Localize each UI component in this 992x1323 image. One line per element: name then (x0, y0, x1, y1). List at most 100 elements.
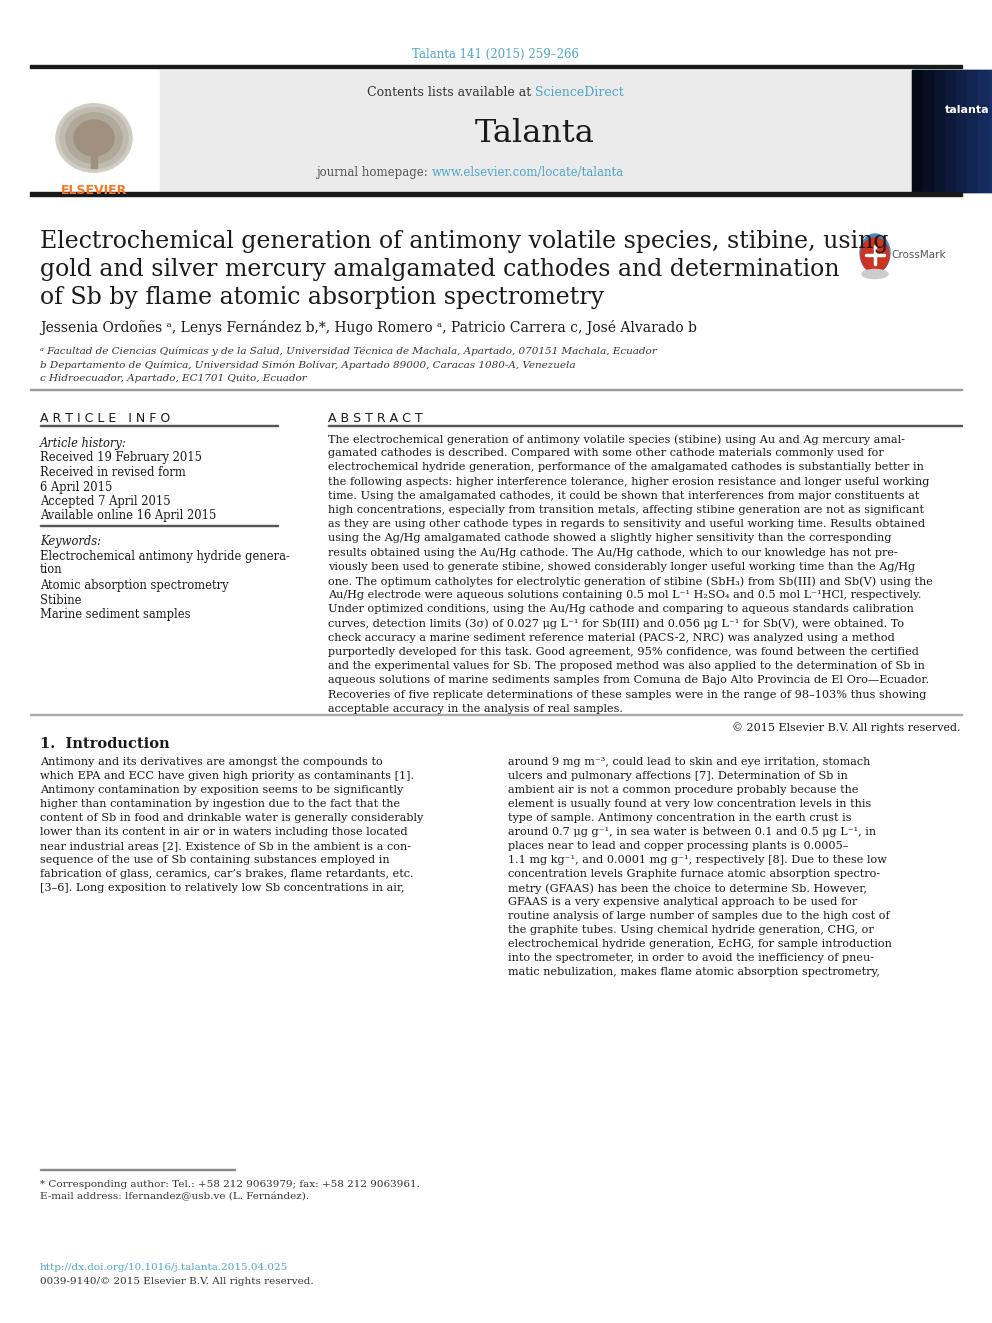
Text: which EPA and ECC have given high priority as contaminants [1].: which EPA and ECC have given high priori… (40, 771, 414, 781)
Text: 1.1 mg kg⁻¹, and 0.0001 mg g⁻¹, respectively [8]. Due to these low: 1.1 mg kg⁻¹, and 0.0001 mg g⁻¹, respecti… (508, 855, 887, 865)
Text: lower than its content in air or in waters including those located: lower than its content in air or in wate… (40, 827, 408, 837)
Text: Jessenia Ordoñes ᵃ, Lenys Fernández b,*, Hugo Romero ᵃ, Patricio Carrera c, José: Jessenia Ordoñes ᵃ, Lenys Fernández b,*,… (40, 320, 696, 335)
Text: fabrication of glass, ceramics, car’s brakes, flame retardants, etc.: fabrication of glass, ceramics, car’s br… (40, 869, 414, 878)
Text: sequence of the use of Sb containing substances employed in: sequence of the use of Sb containing sub… (40, 855, 390, 865)
Text: the graphite tubes. Using chemical hydride generation, CHG, or: the graphite tubes. Using chemical hydri… (508, 925, 874, 935)
Text: Under optimized conditions, using the Au/Hg cathode and comparing to aqueous sta: Under optimized conditions, using the Au… (328, 605, 914, 614)
Text: and the experimental values for Sb. The proposed method was also applied to the : and the experimental values for Sb. The … (328, 662, 925, 671)
Text: acceptable accuracy in the analysis of real samples.: acceptable accuracy in the analysis of r… (328, 704, 623, 714)
Text: one. The optimum catholytes for electrolytic generation of stibine (SbH₃) from S: one. The optimum catholytes for electrol… (328, 576, 932, 586)
Bar (989, 70, 992, 192)
Text: of Sb by flame atomic absorption spectrometry: of Sb by flame atomic absorption spectro… (40, 286, 604, 310)
Text: talanta: talanta (944, 105, 989, 115)
Text: check accuracy a marine sediment reference material (PACS-2, NRC) was analyzed u: check accuracy a marine sediment referen… (328, 632, 895, 643)
Text: CrossMark: CrossMark (891, 250, 945, 261)
Text: ulcers and pulmonary affections [7]. Determination of Sb in: ulcers and pulmonary affections [7]. Det… (508, 771, 848, 781)
Text: ELSEVIER: ELSEVIER (61, 184, 127, 197)
Text: c Hidroecuador, Apartado, EC1701 Quito, Ecuador: c Hidroecuador, Apartado, EC1701 Quito, … (40, 374, 307, 382)
Text: 6 April 2015: 6 April 2015 (40, 480, 112, 493)
Text: viously been used to generate stibine, showed considerably longer useful working: viously been used to generate stibine, s… (328, 562, 916, 572)
Text: Available online 16 April 2015: Available online 16 April 2015 (40, 509, 216, 523)
Text: aqueous solutions of marine sediments samples from Comuna de Bajo Alto Provincia: aqueous solutions of marine sediments sa… (328, 676, 929, 685)
Text: Talanta 141 (2015) 259–266: Talanta 141 (2015) 259–266 (413, 48, 579, 61)
Bar (945, 70, 956, 192)
Bar (30, 65, 962, 67)
Bar (30, 192, 962, 196)
Bar (912, 70, 992, 192)
Ellipse shape (56, 103, 132, 172)
Text: Electrochemical antimony hydride genera-: Electrochemical antimony hydride genera- (40, 550, 290, 564)
Text: metry (GFAAS) has been the choice to determine Sb. However,: metry (GFAAS) has been the choice to det… (508, 882, 867, 893)
Ellipse shape (860, 234, 890, 273)
Text: Keywords:: Keywords: (40, 536, 101, 549)
Text: ambient air is not a common procedure probably because the: ambient air is not a common procedure pr… (508, 785, 858, 795)
Text: tion: tion (40, 564, 62, 576)
Text: A R T I C L E   I N F O: A R T I C L E I N F O (40, 411, 171, 425)
Text: ScienceDirect: ScienceDirect (535, 86, 624, 99)
Text: around 0.7 μg g⁻¹, in sea water is between 0.1 and 0.5 μg L⁻¹, in: around 0.7 μg g⁻¹, in sea water is betwe… (508, 827, 876, 837)
Text: Accepted 7 April 2015: Accepted 7 April 2015 (40, 495, 171, 508)
Text: places near to lead and copper processing plants is 0.0005–: places near to lead and copper processin… (508, 841, 848, 851)
Ellipse shape (66, 112, 122, 163)
Text: Stibine: Stibine (40, 594, 81, 606)
Text: ᵃ Facultad de Ciencias Químicas y de la Salud, Universidad Técnica de Machala, A: ᵃ Facultad de Ciencias Químicas y de la … (40, 347, 657, 356)
Text: Marine sediment samples: Marine sediment samples (40, 609, 190, 620)
Text: electrochemical hydride generation, performance of the amalgamated cathodes is s: electrochemical hydride generation, perf… (328, 463, 924, 472)
Text: type of sample. Antimony concentration in the earth crust is: type of sample. Antimony concentration i… (508, 814, 851, 823)
Bar (978, 70, 989, 192)
Text: around 9 mg m⁻³, could lead to skin and eye irritation, stomach: around 9 mg m⁻³, could lead to skin and … (508, 757, 870, 767)
Text: Electrochemical generation of antimony volatile species, stibine, using: Electrochemical generation of antimony v… (40, 230, 889, 253)
Text: Article history:: Article history: (40, 437, 127, 450)
Text: Recoveries of five replicate determinations of these samples were in the range o: Recoveries of five replicate determinati… (328, 689, 927, 700)
Text: Received in revised form: Received in revised form (40, 466, 186, 479)
Text: Antimony contamination by exposition seems to be significantly: Antimony contamination by exposition see… (40, 785, 404, 795)
Text: into the spectrometer, in order to avoid the inefficiency of pneu-: into the spectrometer, in order to avoid… (508, 953, 874, 963)
Text: near industrial areas [2]. Existence of Sb in the ambient is a con-: near industrial areas [2]. Existence of … (40, 841, 411, 851)
Text: www.elsevier.com/locate/talanta: www.elsevier.com/locate/talanta (432, 165, 624, 179)
Text: Contents lists available at: Contents lists available at (367, 86, 535, 99)
Text: b Departamento de Química, Universidad Simón Bolívar, Apartado 89000, Caracas 10: b Departamento de Química, Universidad S… (40, 360, 575, 369)
Text: A B S T R A C T: A B S T R A C T (328, 411, 423, 425)
Text: curves, detection limits (3σ) of 0.027 μg L⁻¹ for Sb(III) and 0.056 μg L⁻¹ for S: curves, detection limits (3σ) of 0.027 μ… (328, 619, 904, 630)
Text: concentration levels Graphite furnace atomic absorption spectro-: concentration levels Graphite furnace at… (508, 869, 880, 878)
Text: journal homepage:: journal homepage: (316, 165, 432, 179)
Text: Talanta: Talanta (475, 118, 595, 149)
Text: [3–6]. Long exposition to relatively low Sb concentrations in air,: [3–6]. Long exposition to relatively low… (40, 882, 405, 893)
Text: gold and silver mercury amalgamated cathodes and determination: gold and silver mercury amalgamated cath… (40, 258, 839, 280)
Text: Au/Hg electrode were aqueous solutions containing 0.5 mol L⁻¹ H₂SO₄ and 0.5 mol : Au/Hg electrode were aqueous solutions c… (328, 590, 922, 601)
Text: E-mail address: lfernandez@usb.ve (L. Fernández).: E-mail address: lfernandez@usb.ve (L. Fe… (40, 1192, 310, 1201)
Text: as they are using other cathode types in regards to sensitivity and useful worki: as they are using other cathode types in… (328, 519, 926, 529)
Text: purportedly developed for this task. Good agreement, 95% confidence, was found b: purportedly developed for this task. Goo… (328, 647, 919, 658)
Text: 0039-9140/© 2015 Elsevier B.V. All rights reserved.: 0039-9140/© 2015 Elsevier B.V. All right… (40, 1277, 313, 1286)
Text: content of Sb in food and drinkable water is generally considerably: content of Sb in food and drinkable wate… (40, 814, 424, 823)
Text: higher than contamination by ingestion due to the fact that the: higher than contamination by ingestion d… (40, 799, 400, 808)
Text: Received 19 February 2015: Received 19 February 2015 (40, 451, 202, 464)
Text: electrochemical hydride generation, EcHG, for sample introduction: electrochemical hydride generation, EcHG… (508, 939, 892, 949)
Text: Antimony and its derivatives are amongst the compounds to: Antimony and its derivatives are amongst… (40, 757, 383, 767)
Bar (912, 70, 923, 192)
Bar (30, 70, 158, 192)
Text: high concentrations, especially from transition metals, affecting stibine genera: high concentrations, especially from tra… (328, 505, 924, 515)
Text: using the Ag/Hg amalgamated cathode showed a slightly higher sensitivity than th: using the Ag/Hg amalgamated cathode show… (328, 533, 892, 544)
Text: gamated cathodes is described. Compared with some other cathode materials common: gamated cathodes is described. Compared … (328, 448, 884, 458)
Bar (967, 70, 978, 192)
Text: routine analysis of large number of samples due to the high cost of: routine analysis of large number of samp… (508, 912, 890, 921)
Text: © 2015 Elsevier B.V. All rights reserved.: © 2015 Elsevier B.V. All rights reserved… (731, 722, 960, 733)
Bar (934, 70, 945, 192)
Text: matic nebulization, makes flame atomic absorption spectrometry,: matic nebulization, makes flame atomic a… (508, 967, 880, 976)
Text: * Corresponding author: Tel.: +58 212 9063979; fax: +58 212 9063961.: * Corresponding author: Tel.: +58 212 90… (40, 1180, 420, 1189)
Text: results obtained using the Au/Hg cathode. The Au/Hg cathode, which to our knowle: results obtained using the Au/Hg cathode… (328, 548, 898, 557)
Text: element is usually found at very low concentration levels in this: element is usually found at very low con… (508, 799, 871, 808)
Bar (160, 70, 910, 192)
Text: time. Using the amalgamated cathodes, it could be shown that interferences from : time. Using the amalgamated cathodes, it… (328, 491, 920, 501)
Bar (956, 70, 967, 192)
Ellipse shape (74, 120, 114, 156)
Text: http://dx.doi.org/10.1016/j.talanta.2015.04.025: http://dx.doi.org/10.1016/j.talanta.2015… (40, 1263, 289, 1271)
Text: GFAAS is a very expensive analytical approach to be used for: GFAAS is a very expensive analytical app… (508, 897, 857, 908)
Text: the following aspects: higher interference tolerance, higher erosion resistance : the following aspects: higher interferen… (328, 476, 930, 487)
Bar (923, 70, 934, 192)
Bar (91, 149, 97, 168)
Text: The electrochemical generation of antimony volatile species (stibine) using Au a: The electrochemical generation of antimo… (328, 434, 905, 445)
Ellipse shape (862, 270, 888, 279)
Ellipse shape (60, 107, 128, 168)
